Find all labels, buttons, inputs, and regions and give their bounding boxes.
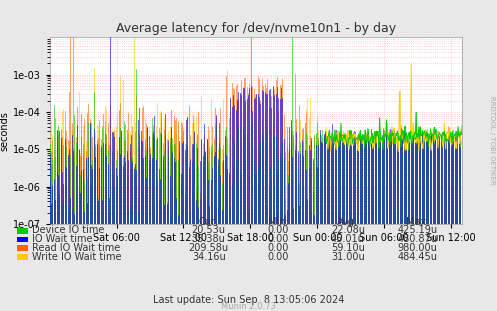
Text: 484.45u: 484.45u <box>398 252 437 262</box>
Text: Last update: Sun Sep  8 13:05:06 2024: Last update: Sun Sep 8 13:05:06 2024 <box>153 295 344 305</box>
Y-axis label: seconds: seconds <box>0 111 10 151</box>
Text: 0.00: 0.00 <box>267 234 289 244</box>
Text: Max:: Max: <box>406 217 429 227</box>
Text: 0.00: 0.00 <box>267 225 289 235</box>
Text: Min:: Min: <box>268 217 289 227</box>
Text: 34.16u: 34.16u <box>192 252 226 262</box>
Text: IO Wait time: IO Wait time <box>32 234 93 244</box>
Text: 35.38u: 35.38u <box>192 234 226 244</box>
Text: 980.00u: 980.00u <box>398 243 437 253</box>
Text: Device IO time: Device IO time <box>32 225 105 235</box>
Text: 22.08u: 22.08u <box>331 225 365 235</box>
Text: 45.01u: 45.01u <box>331 234 365 244</box>
Text: Avg:: Avg: <box>337 217 358 227</box>
Text: 209.58u: 209.58u <box>189 243 229 253</box>
Title: Average latency for /dev/nvme10n1 - by day: Average latency for /dev/nvme10n1 - by d… <box>116 22 396 35</box>
Text: 59.10u: 59.10u <box>331 243 365 253</box>
Text: Read IO Wait time: Read IO Wait time <box>32 243 121 253</box>
Text: 0.00: 0.00 <box>267 252 289 262</box>
Text: 480.87u: 480.87u <box>398 234 437 244</box>
Text: 0.00: 0.00 <box>267 243 289 253</box>
Text: 31.00u: 31.00u <box>331 252 365 262</box>
Text: RRDTOOL / TOBI OETIKER: RRDTOOL / TOBI OETIKER <box>489 95 495 184</box>
Text: Write IO Wait time: Write IO Wait time <box>32 252 122 262</box>
Text: Munin 2.0.73: Munin 2.0.73 <box>221 302 276 311</box>
Text: Cur:: Cur: <box>199 217 219 227</box>
Text: 425.19u: 425.19u <box>398 225 437 235</box>
Text: 20.53u: 20.53u <box>192 225 226 235</box>
